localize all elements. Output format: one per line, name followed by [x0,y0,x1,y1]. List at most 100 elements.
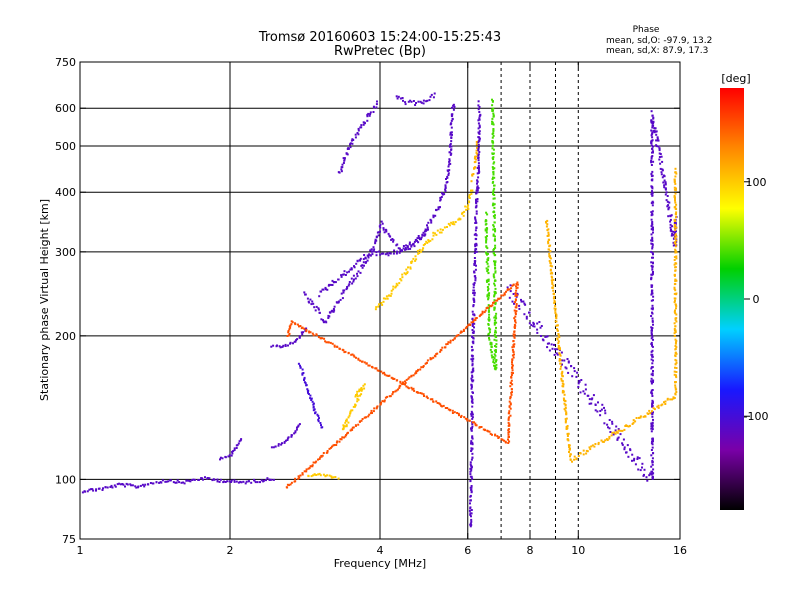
data-point [561,370,564,373]
data-point [358,259,361,262]
data-point [287,334,290,337]
data-point [652,160,655,163]
data-point [235,480,238,483]
data-point [174,481,177,484]
data-point [494,246,497,249]
data-point [675,388,678,391]
data-point [674,205,677,208]
data-point [413,245,416,248]
data-point [193,478,196,481]
data-point [506,289,509,292]
data-point [674,233,677,236]
data-point [661,403,664,406]
data-point [381,303,384,306]
data-point [674,374,677,377]
data-point [357,398,360,401]
data-point [493,299,496,302]
data-point [309,331,312,334]
data-point [370,248,373,251]
data-point [401,276,404,279]
data-point [329,311,332,314]
data-point [318,295,321,298]
data-point [435,233,438,236]
data-point [660,173,663,176]
data-point [384,396,387,399]
data-point [484,309,487,312]
data-point [160,481,163,484]
data-point [385,295,388,298]
data-point [473,166,476,169]
data-point [470,345,473,348]
data-point [320,455,323,457]
data-point [485,236,488,239]
data-point [343,270,346,273]
data-point [401,383,404,386]
data-point [434,214,437,217]
data-point [650,373,653,376]
data-point [674,171,677,174]
data-point [502,294,505,297]
data-point [301,472,304,475]
data-point [443,193,446,196]
data-point [315,305,318,308]
data-point [493,282,496,285]
data-point [674,182,677,185]
data-point [228,454,231,457]
data-point [490,305,493,308]
data-point [469,467,472,470]
data-point [511,358,514,361]
data-point [475,212,478,215]
data-point [449,339,452,342]
data-point [340,166,343,169]
data-point [492,129,495,131]
data-point [472,304,475,306]
data-point [406,246,409,249]
data-point [673,397,676,399]
data-point [494,271,497,274]
data-point [488,430,491,433]
data-point [492,249,495,252]
data-point [460,330,463,333]
data-point [651,349,654,352]
data-point [414,255,417,258]
data-point [492,112,495,115]
data-point [675,304,677,307]
data-point [372,246,375,249]
data-point [606,423,609,426]
data-point [152,482,155,485]
data-point [490,346,493,348]
data-point [651,392,653,395]
data-point [312,402,315,405]
data-point [512,350,515,353]
data-point [507,436,510,439]
data-point [475,234,478,237]
data-point [561,385,564,388]
data-point [396,243,399,246]
data-point [449,341,452,344]
data-point [560,377,563,380]
data-point [470,488,473,491]
data-point [471,340,474,343]
data-point [478,315,481,318]
data-point [652,150,654,153]
data-point [429,358,432,361]
data-point [494,365,497,367]
data-point [378,225,381,228]
data-point [470,387,473,390]
data-point [474,160,477,163]
data-point [472,319,475,322]
data-point [377,250,380,253]
data-point [523,313,526,316]
data-point [392,288,395,291]
data-point [424,243,426,246]
data-point [500,294,503,297]
data-point [419,392,422,394]
data-point [470,485,473,487]
data-point [520,298,522,301]
data-point [495,360,497,363]
data-point [477,166,480,169]
data-point [375,254,378,257]
data-point [663,175,666,178]
data-point [493,261,496,264]
data-point [384,253,387,256]
